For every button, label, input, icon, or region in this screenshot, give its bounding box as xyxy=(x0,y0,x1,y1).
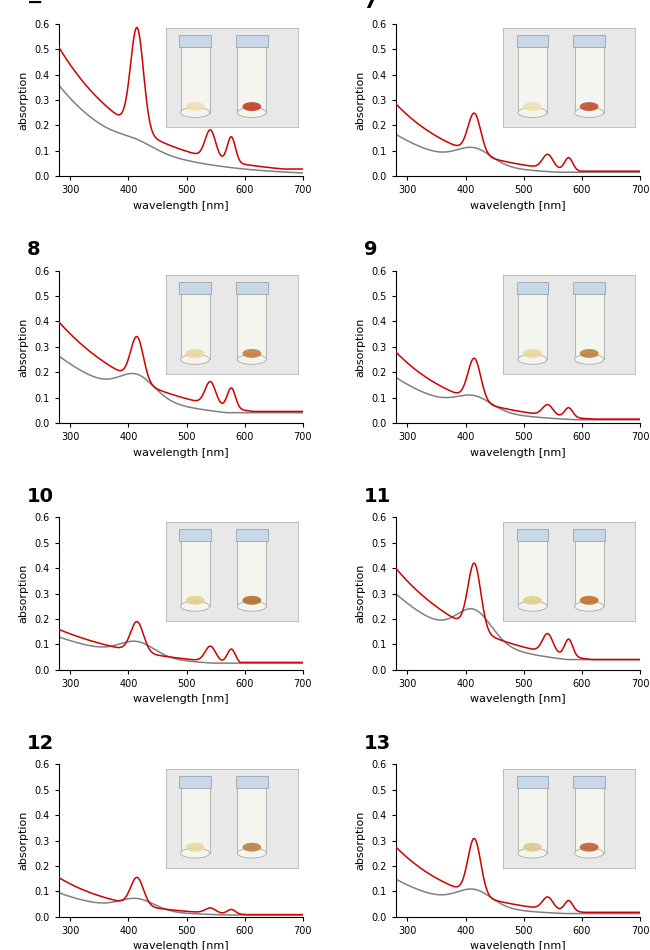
Y-axis label: absorption: absorption xyxy=(356,317,366,376)
X-axis label: wavelength [nm]: wavelength [nm] xyxy=(470,694,566,705)
Text: 12: 12 xyxy=(27,734,54,753)
Y-axis label: absorption: absorption xyxy=(356,564,366,623)
Text: 13: 13 xyxy=(364,734,391,753)
Y-axis label: absorption: absorption xyxy=(19,70,29,129)
Y-axis label: absorption: absorption xyxy=(19,564,29,623)
Text: 10: 10 xyxy=(27,487,54,506)
X-axis label: wavelength [nm]: wavelength [nm] xyxy=(470,447,566,458)
Text: −: − xyxy=(27,0,43,12)
Text: 7: 7 xyxy=(364,0,378,12)
Text: 11: 11 xyxy=(364,487,391,506)
X-axis label: wavelength [nm]: wavelength [nm] xyxy=(133,694,229,705)
Text: 9: 9 xyxy=(364,240,378,259)
X-axis label: wavelength [nm]: wavelength [nm] xyxy=(133,200,229,211)
Y-axis label: absorption: absorption xyxy=(356,70,366,129)
X-axis label: wavelength [nm]: wavelength [nm] xyxy=(133,447,229,458)
X-axis label: wavelength [nm]: wavelength [nm] xyxy=(133,941,229,950)
Text: 8: 8 xyxy=(27,240,40,259)
X-axis label: wavelength [nm]: wavelength [nm] xyxy=(470,941,566,950)
Y-axis label: absorption: absorption xyxy=(356,811,366,870)
Y-axis label: absorption: absorption xyxy=(19,811,29,870)
X-axis label: wavelength [nm]: wavelength [nm] xyxy=(470,200,566,211)
Y-axis label: absorption: absorption xyxy=(19,317,29,376)
